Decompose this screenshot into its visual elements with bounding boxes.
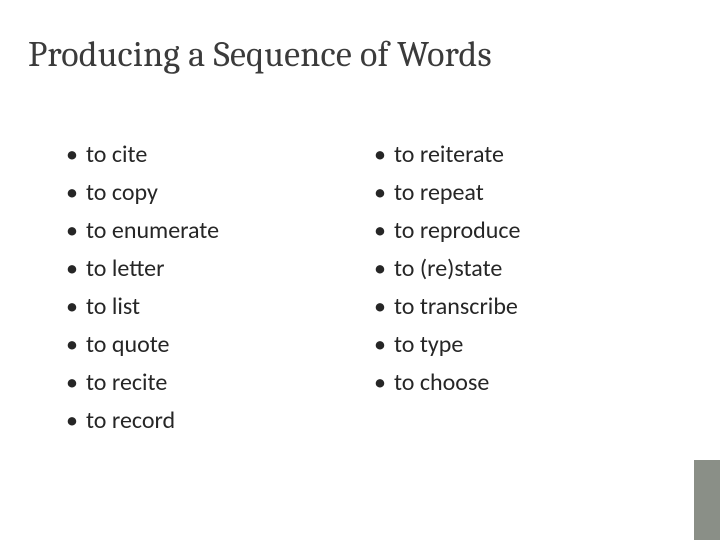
bullet-icon: • (66, 288, 86, 326)
bullet-icon: • (66, 364, 86, 402)
list-item-label: to (re)state (394, 250, 502, 288)
list-item-label: to transcribe (394, 288, 518, 326)
list-item: • to record (66, 402, 366, 440)
list-item: • to transcribe (374, 288, 674, 326)
list-item: • to enumerate (66, 212, 366, 250)
list-item-label: to record (86, 402, 175, 440)
bullet-icon: • (66, 174, 86, 212)
list-item-label: to list (86, 288, 140, 326)
bullet-icon: • (66, 136, 86, 174)
list-item-label: to recite (86, 364, 167, 402)
list-item: • to cite (66, 136, 366, 174)
slide: Producing a Sequence of Words • to cite … (0, 0, 720, 540)
list-item-label: to reiterate (394, 136, 504, 174)
list-item: • to repeat (374, 174, 674, 212)
bullet-icon: • (66, 326, 86, 364)
list-item: • to type (374, 326, 674, 364)
list-item-label: to enumerate (86, 212, 219, 250)
list-item-label: to choose (394, 364, 489, 402)
list-item-label: to repeat (394, 174, 484, 212)
bullet-icon: • (66, 212, 86, 250)
accent-bar (694, 460, 720, 540)
bullet-icon: • (66, 250, 86, 288)
list-item: • to letter (66, 250, 366, 288)
list-item-label: to quote (86, 326, 169, 364)
list-item: • to reproduce (374, 212, 674, 250)
list-item: • to choose (374, 364, 674, 402)
bullet-icon: • (374, 250, 394, 288)
column-right: • to reiterate • to repeat • to reproduc… (374, 136, 674, 440)
list-item: • to quote (66, 326, 366, 364)
list-item-label: to reproduce (394, 212, 520, 250)
list-item: • to reiterate (374, 136, 674, 174)
bullet-icon: • (374, 326, 394, 364)
bullet-icon: • (374, 136, 394, 174)
slide-title: Producing a Sequence of Words (28, 34, 492, 75)
bullet-icon: • (374, 364, 394, 402)
column-left: • to cite • to copy • to enumerate • to … (66, 136, 366, 440)
content-columns: • to cite • to copy • to enumerate • to … (66, 136, 680, 440)
list-item: • to recite (66, 364, 366, 402)
list-item-label: to copy (86, 174, 158, 212)
list-item-label: to type (394, 326, 463, 364)
list-item: • to copy (66, 174, 366, 212)
list-item: • to (re)state (374, 250, 674, 288)
bullet-icon: • (374, 212, 394, 250)
bullet-icon: • (374, 288, 394, 326)
bullet-icon: • (66, 402, 86, 440)
list-item: • to list (66, 288, 366, 326)
list-item-label: to cite (86, 136, 147, 174)
list-item-label: to letter (86, 250, 164, 288)
bullet-icon: • (374, 174, 394, 212)
